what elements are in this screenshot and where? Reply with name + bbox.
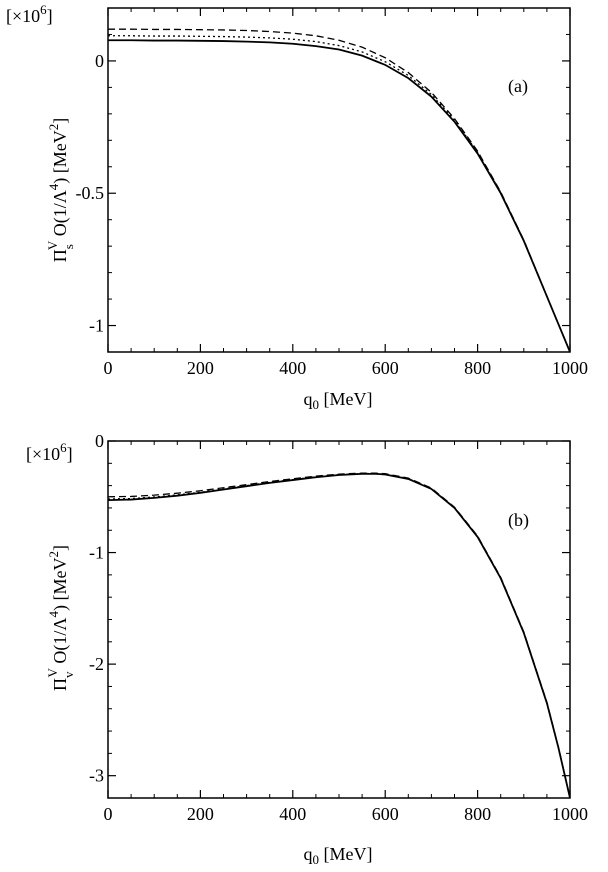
y-axis-label-a: ΠsV O(1/Λ4) [MeV2] [45,118,76,262]
x-axis-label-b: q0 [MeV] [304,844,373,867]
x-tick-label-a: 1000 [552,358,588,378]
series-layer-a [108,28,570,352]
chart-panel-b: 0 200 400 600 800 1000 0 -1 -2 -3 [×106] (b) q0 [… [26,431,588,867]
x-axis-label-a: q0 [MeV] [304,389,373,412]
x-tick-label-a: 800 [464,358,491,378]
x-tick-label-b: 0 [104,804,113,824]
y-tick-label-a: -1 [89,316,104,336]
series-layer-b [108,472,570,798]
x-tick-label-b: 200 [187,804,214,824]
ticks-b: 0 200 400 600 800 1000 0 -1 -2 -3 [89,431,588,824]
chart-panel-a: 0 200 400 600 800 1000 0 -0.5 -1 [×106] (a) q0 [… [6,2,588,412]
y-tick-label-a: -0.5 [76,183,105,203]
y-tick-label-a: 0 [95,51,104,71]
plot-frame-b [107,440,571,799]
y-tick-label-b: 0 [95,431,104,451]
panel-label-b: (b) [508,510,529,531]
series-dotted-line-a [108,35,570,352]
series-dotted-line-b [108,472,570,798]
series-solid-line-b [108,473,570,798]
ticks-a: 0 200 400 600 800 1000 0 -0.5 -1 [76,7,588,378]
plot-frame-a [107,7,571,353]
series-solid-line-a [108,39,570,352]
y-axis-label-b: ΠvV O(1/Λ4) [MeV2] [45,545,76,691]
x-tick-label-a: 600 [372,358,399,378]
series-dashed-line-a [108,28,570,352]
x-tick-label-b: 800 [464,804,491,824]
x-tick-label-b: 400 [279,804,306,824]
panel-label-a: (a) [508,76,528,97]
exponent-label-a: [×106] [6,2,53,26]
x-tick-label-a: 200 [187,358,214,378]
x-tick-label-b: 1000 [552,804,588,824]
series-dashed-line-b [108,472,570,798]
x-tick-label-a: 0 [104,358,113,378]
exponent-label-b: [×106] [26,440,73,464]
y-tick-label-b: -2 [89,654,104,674]
y-tick-label-b: -3 [89,766,104,786]
x-tick-label-a: 400 [279,358,306,378]
y-tick-label-b: -1 [89,543,104,563]
x-tick-label-b: 600 [372,804,399,824]
